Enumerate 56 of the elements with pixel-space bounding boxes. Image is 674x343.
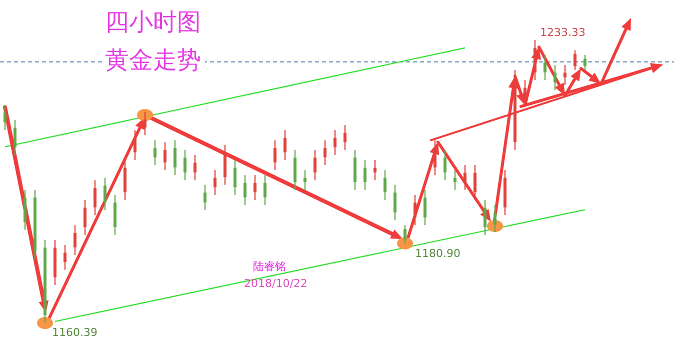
chart-title: 四小时图 <box>105 8 201 36</box>
candlestick <box>574 50 576 71</box>
candlestick <box>424 189 426 226</box>
text: 1233.33 <box>540 26 586 39</box>
candlestick <box>454 169 456 190</box>
candlestick <box>264 174 266 206</box>
candlestick <box>334 130 336 156</box>
candlestick <box>584 54 586 71</box>
candlestick <box>14 119 16 156</box>
candlestick <box>304 169 306 190</box>
candlestick <box>364 159 366 190</box>
candlestick <box>104 177 106 211</box>
point <box>137 109 153 121</box>
candlestick <box>554 64 556 91</box>
candlestick <box>374 159 376 181</box>
text: 1160.39 <box>52 326 98 339</box>
candlestick <box>474 164 476 201</box>
candlestick <box>444 149 446 181</box>
annotation: 1180.90 <box>415 247 460 260</box>
chart-subtitle: 黄金走势 <box>105 46 201 74</box>
candlestick <box>494 204 496 233</box>
annotation: 陆睿铭 <box>253 260 286 273</box>
candlestick <box>384 169 386 201</box>
candlestick <box>274 140 276 171</box>
annotation: 2018/10/22 <box>244 277 308 290</box>
point <box>397 237 413 250</box>
candlestick <box>164 142 166 171</box>
candlestick <box>284 130 286 161</box>
candlestick <box>524 79 526 106</box>
candlestick <box>84 199 86 236</box>
candlestick <box>464 164 466 190</box>
candlestick <box>414 194 416 226</box>
candlestick <box>214 169 216 196</box>
candlestick <box>184 149 186 181</box>
candlestick <box>134 130 136 161</box>
candlestick <box>314 149 316 181</box>
candlestick <box>544 54 546 81</box>
candlestick <box>324 140 326 166</box>
candlestick <box>74 224 76 256</box>
candlestick <box>94 180 96 216</box>
candlestick <box>144 111 146 136</box>
candlestick <box>394 184 396 221</box>
candlestick <box>64 244 66 270</box>
candlestick <box>564 64 566 86</box>
candlestick <box>234 159 236 196</box>
candlestick <box>244 174 246 206</box>
candlestick <box>194 154 196 181</box>
candlestick <box>174 140 176 176</box>
point <box>37 316 53 329</box>
candlestick <box>344 124 346 151</box>
candlestick <box>154 140 156 166</box>
candlestick <box>204 184 206 211</box>
candlestick <box>484 199 486 236</box>
candlestick <box>254 174 256 201</box>
candlestick <box>4 104 6 131</box>
candlestick <box>404 224 406 244</box>
